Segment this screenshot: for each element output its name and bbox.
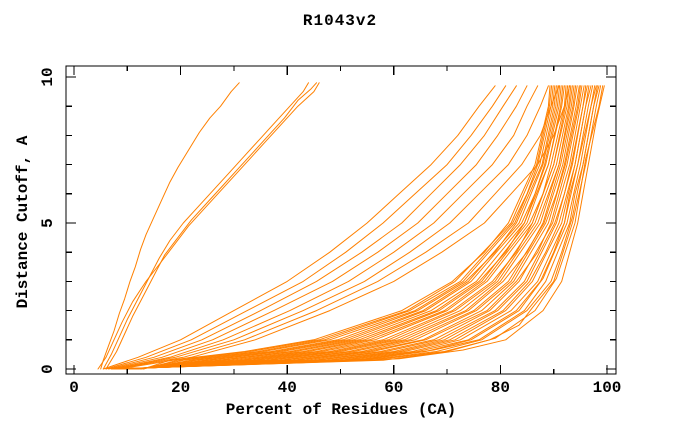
model-curve	[140, 85, 556, 370]
x-tick-label: 100	[593, 379, 622, 397]
model-curve	[134, 85, 562, 370]
model-curve	[137, 85, 561, 370]
model-curve	[116, 85, 560, 370]
x-tick-label: 60	[384, 379, 403, 397]
model-curve	[140, 85, 554, 370]
x-tick-label: 40	[278, 379, 297, 397]
model-curve	[110, 85, 604, 370]
model-curve	[121, 85, 585, 370]
model-curve	[132, 85, 567, 370]
model-curve	[116, 85, 597, 370]
model-curve	[142, 85, 553, 370]
model-curve	[124, 85, 580, 370]
model-curve	[116, 85, 598, 370]
model-curve	[116, 85, 549, 370]
model-curve	[134, 85, 564, 370]
model-curve	[118, 85, 590, 370]
model-curve	[118, 85, 594, 370]
model-curve	[105, 82, 317, 370]
y-tick-label: 10	[39, 67, 57, 86]
model-curve	[97, 82, 320, 370]
model-curve	[113, 85, 539, 370]
model-curve	[124, 85, 581, 370]
model-curve	[140, 85, 557, 370]
model-curve	[142, 85, 551, 370]
model-curve	[102, 82, 309, 370]
x-tick-label: 20	[171, 379, 190, 397]
model-curve	[129, 85, 575, 370]
y-tick-label: 0	[39, 364, 57, 374]
model-curve	[124, 85, 583, 370]
model-curve	[129, 85, 573, 370]
model-curve	[102, 85, 496, 370]
model-curve	[110, 85, 528, 370]
y-axis-label: Distance Cutoff, A	[14, 135, 32, 309]
model-curve	[132, 85, 570, 370]
chart-title: R1043v2	[302, 12, 378, 30]
model-curve	[126, 85, 577, 370]
model-curve	[132, 85, 569, 370]
model-curve	[126, 85, 578, 370]
x-axis-label: Percent of Residues (CA)	[225, 401, 457, 419]
model-curve	[113, 85, 602, 370]
model-curve	[100, 82, 240, 370]
model-curve	[134, 85, 565, 370]
model-curve	[116, 85, 596, 370]
y-tick-label: 5	[39, 218, 57, 228]
model-curve	[129, 85, 572, 370]
model-curve	[137, 85, 559, 370]
model-curve	[121, 85, 588, 370]
x-tick-label: 0	[69, 379, 79, 397]
axis-ticks	[66, 66, 616, 374]
x-tick-label: 80	[491, 379, 510, 397]
model-curve	[121, 85, 587, 370]
model-curve	[105, 85, 507, 370]
model-curve	[108, 85, 517, 370]
